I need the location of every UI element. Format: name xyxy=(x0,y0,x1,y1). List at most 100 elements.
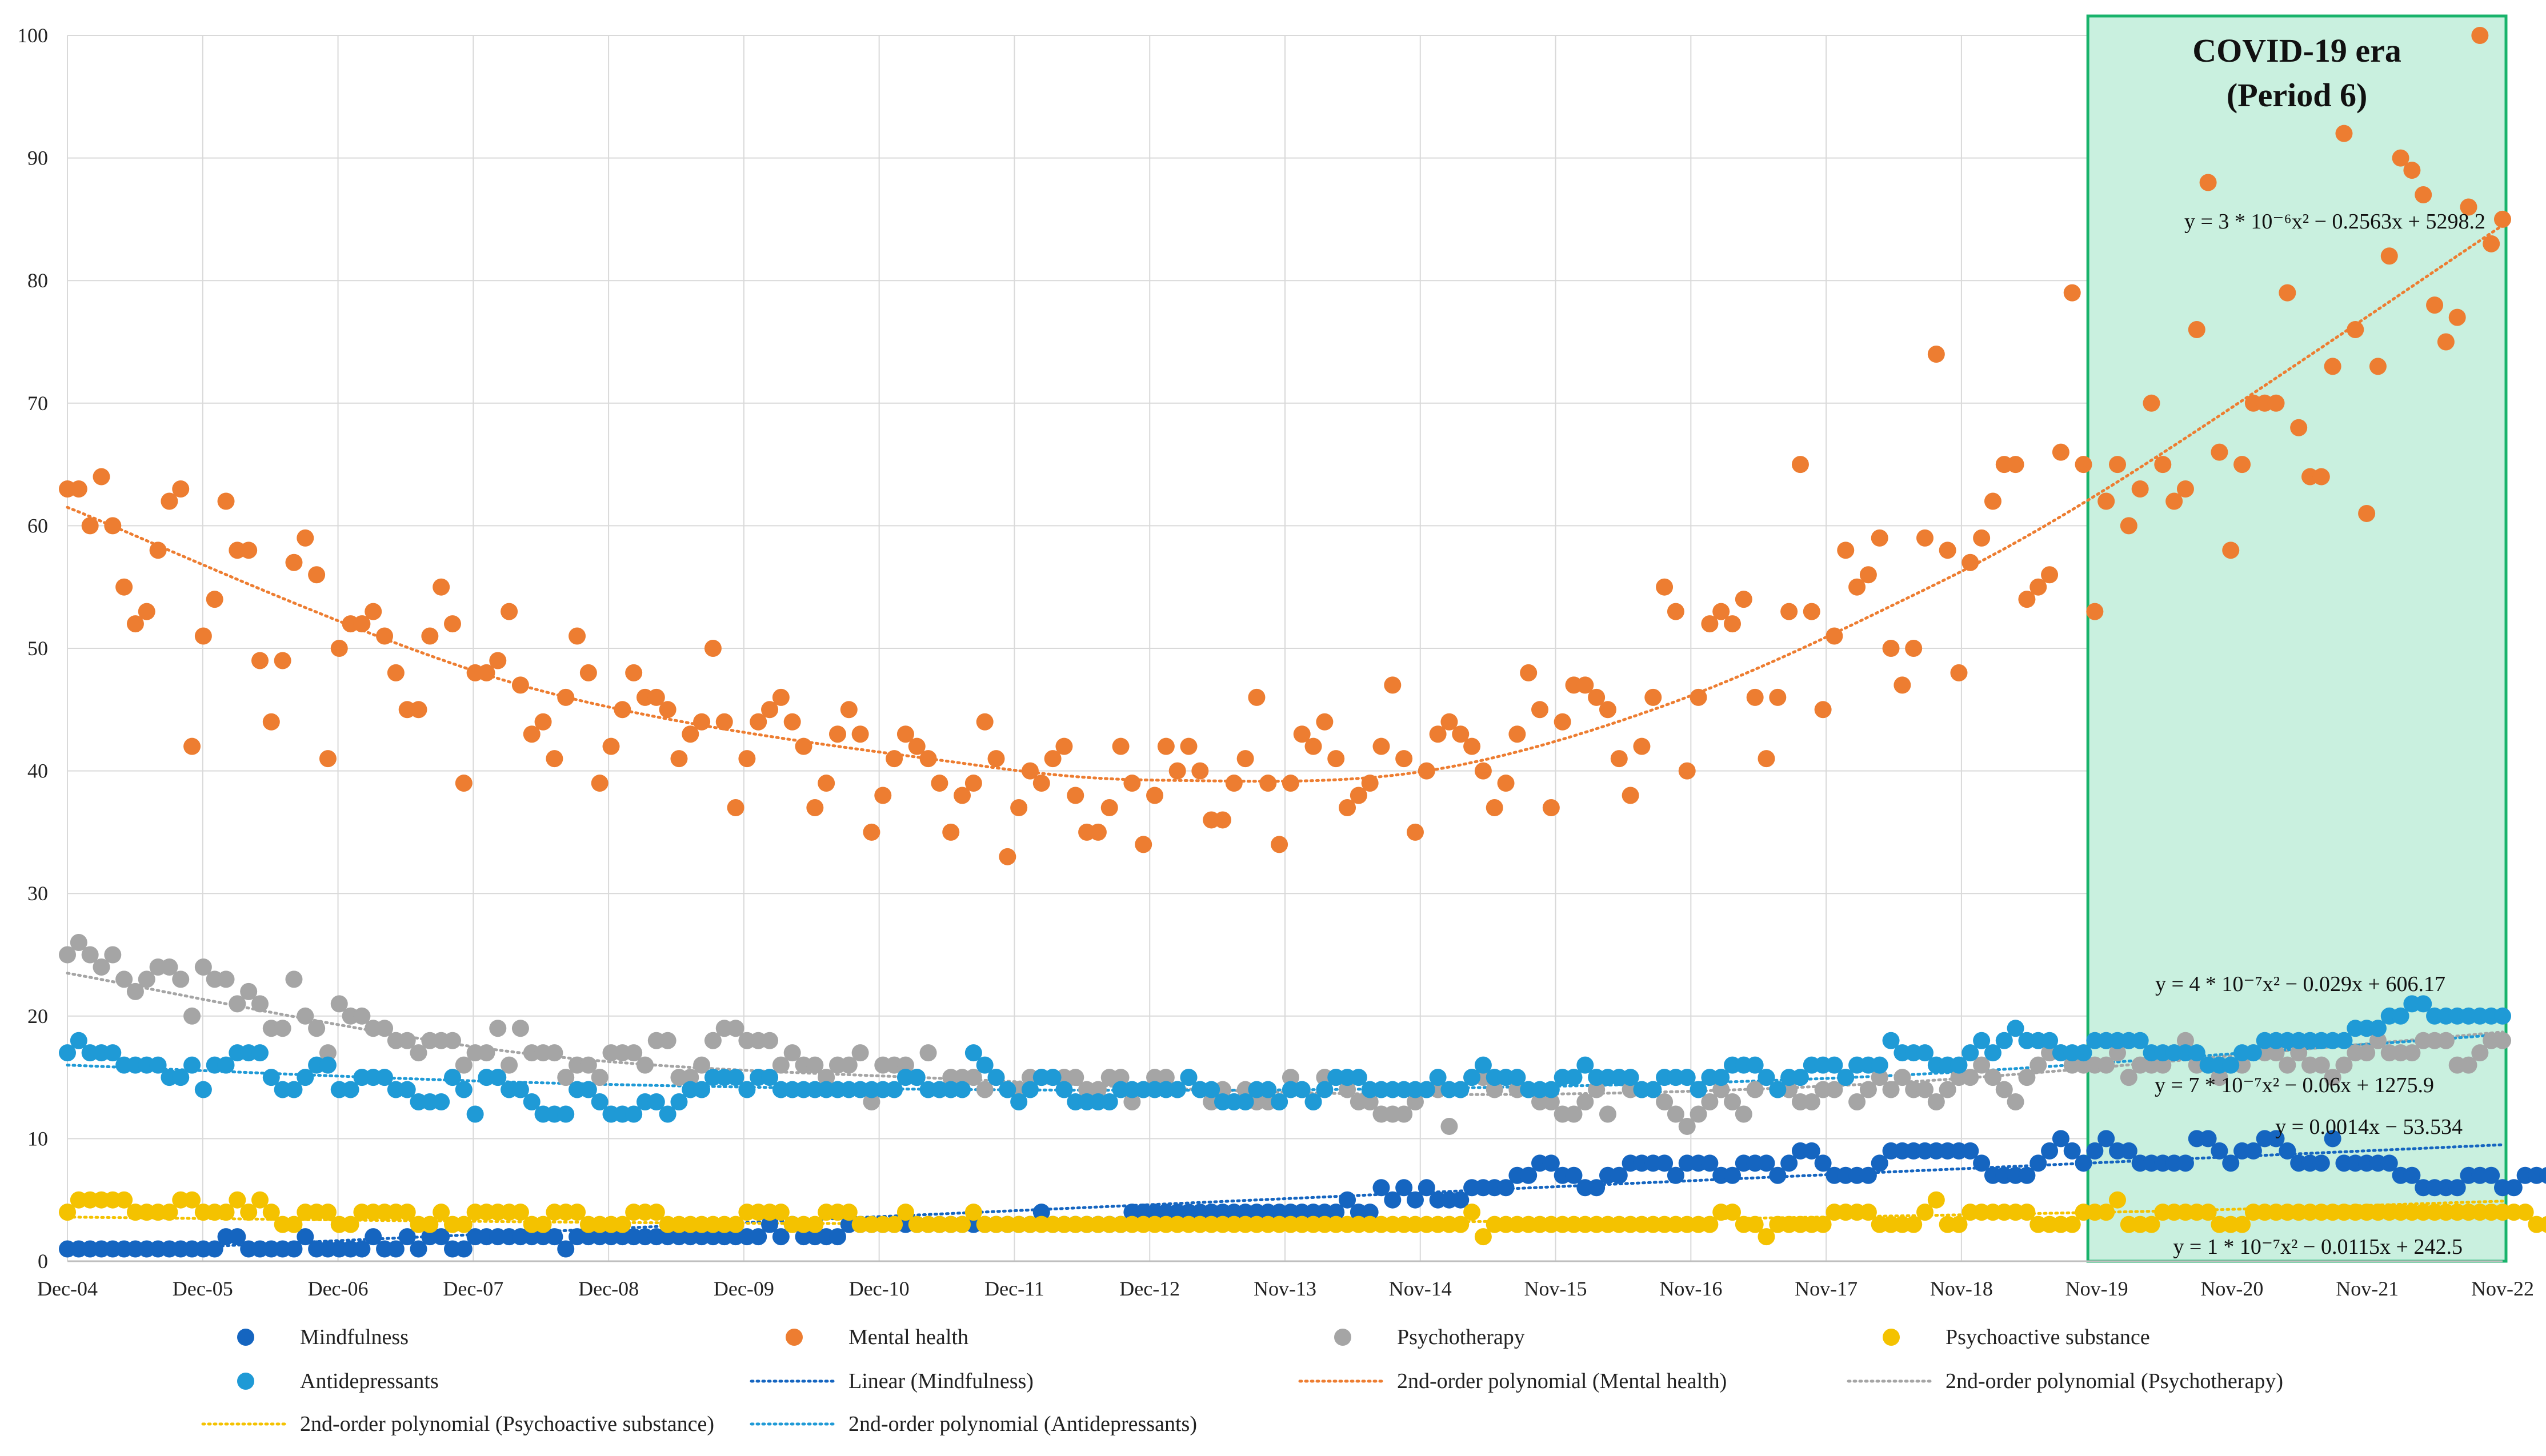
point-antidepressants xyxy=(2415,995,2432,1013)
point-mindfulness xyxy=(387,1240,405,1258)
x-tick-label: Dec-11 xyxy=(984,1277,1044,1300)
point-mental-health xyxy=(478,664,495,681)
point-psychotherapy xyxy=(194,958,212,976)
point-mental-health xyxy=(1395,750,1413,768)
point-antidepressants xyxy=(2335,1032,2353,1049)
point-mental-health xyxy=(1055,737,1073,755)
y-tick-label: 20 xyxy=(27,1005,48,1028)
point-antidepressants xyxy=(1418,1081,1435,1098)
point-mental-health xyxy=(1123,775,1141,792)
point-mental-health xyxy=(1610,750,1628,768)
point-mindfulness xyxy=(2176,1154,2194,1172)
point-mental-health xyxy=(1486,799,1503,816)
legend-label: Mindfulness xyxy=(300,1325,409,1349)
point-mindfulness xyxy=(772,1228,790,1246)
point-mindfulness xyxy=(1565,1166,1583,1184)
legend-marker xyxy=(237,1373,254,1390)
point-antidepressants xyxy=(886,1081,903,1098)
point-mental-health xyxy=(1871,529,1888,547)
point-antidepressants xyxy=(1769,1081,1787,1098)
point-mindfulness xyxy=(1814,1154,1832,1172)
legend-item-linear-mindfulness: Linear (Mindfulness) xyxy=(750,1369,1034,1393)
point-psychoactive-substance xyxy=(455,1216,473,1233)
point-psychotherapy xyxy=(772,1056,790,1074)
point-mental-health xyxy=(783,713,801,731)
x-tick-label: Nov-21 xyxy=(2336,1277,2399,1300)
point-psychoactive-substance xyxy=(1701,1216,1719,1233)
point-antidepressants xyxy=(2392,1007,2409,1025)
point-psychotherapy xyxy=(2211,1069,2228,1086)
point-psychoactive-substance xyxy=(647,1204,665,1221)
point-psychoactive-substance xyxy=(806,1216,824,1233)
point-antidepressants xyxy=(1837,1069,1855,1086)
point-mental-health xyxy=(1339,799,1356,816)
point-mental-health xyxy=(761,701,779,719)
point-mental-health xyxy=(1010,799,1028,816)
point-mental-health xyxy=(1361,775,1379,792)
point-antidepressants xyxy=(59,1044,76,1062)
point-mental-health xyxy=(1882,640,1900,657)
point-mental-health xyxy=(546,750,563,768)
legend-label: 2nd-order polynomial (Antidepressants) xyxy=(848,1412,1197,1436)
point-mental-health xyxy=(1271,836,1288,853)
point-mental-health xyxy=(1554,713,1571,731)
point-psychotherapy xyxy=(217,970,235,988)
x-tick-label: Dec-06 xyxy=(308,1277,369,1300)
point-mental-health xyxy=(1837,542,1855,559)
point-mental-health xyxy=(217,492,235,510)
point-mental-health xyxy=(2007,456,2024,474)
point-psychoactive-substance xyxy=(772,1204,790,1221)
point-antidepressants xyxy=(659,1105,676,1123)
point-mindfulness xyxy=(2018,1166,2036,1184)
point-psychotherapy xyxy=(161,958,178,976)
point-psychotherapy xyxy=(1157,1069,1175,1086)
point-psychotherapy xyxy=(1882,1081,1900,1098)
point-mental-health xyxy=(1678,762,1696,780)
series-psychoactive-substance xyxy=(59,1191,2546,1246)
point-mindfulness xyxy=(353,1240,371,1258)
point-psychotherapy xyxy=(410,1044,427,1062)
point-antidepressants xyxy=(297,1069,314,1086)
point-psychoactive-substance xyxy=(59,1204,76,1221)
point-psychotherapy xyxy=(70,934,87,952)
point-psychoactive-substance xyxy=(421,1216,439,1233)
point-psychotherapy xyxy=(1848,1093,1866,1111)
point-antidepressants xyxy=(2075,1044,2092,1062)
point-antidepressants xyxy=(1293,1081,1311,1098)
point-psychoactive-substance xyxy=(840,1204,858,1221)
point-psychotherapy xyxy=(2279,1056,2296,1074)
point-mental-health xyxy=(1656,578,1674,596)
point-mental-health xyxy=(240,542,258,559)
point-antidepressants xyxy=(1236,1093,1254,1111)
point-antidepressants xyxy=(1995,1032,2013,1049)
point-mental-health xyxy=(2165,492,2183,510)
point-psychotherapy xyxy=(625,1044,643,1062)
point-psychotherapy xyxy=(172,970,190,988)
point-psychoactive-substance xyxy=(319,1204,337,1221)
point-antidepressants xyxy=(693,1081,711,1098)
point-psychotherapy xyxy=(682,1069,699,1086)
point-mental-health xyxy=(772,688,790,706)
point-mental-health xyxy=(172,480,190,498)
point-psychotherapy xyxy=(104,946,122,964)
point-mindfulness xyxy=(1769,1166,1787,1184)
legend-item-mental-health: Mental health xyxy=(786,1325,968,1349)
point-mental-health xyxy=(670,750,688,768)
point-psychotherapy xyxy=(319,1044,337,1062)
point-mental-health xyxy=(330,640,348,657)
point-psychoactive-substance xyxy=(1814,1216,1832,1233)
point-psychotherapy xyxy=(285,970,303,988)
point-psychotherapy xyxy=(443,1032,461,1049)
point-mental-health xyxy=(1791,456,1809,474)
point-mental-health xyxy=(2063,284,2081,302)
point-psychoactive-substance xyxy=(2097,1204,2115,1221)
point-mindfulness xyxy=(1780,1154,1798,1172)
point-mental-health xyxy=(1588,688,1606,706)
point-mental-health xyxy=(1406,823,1424,841)
point-mental-health xyxy=(1384,676,1402,694)
point-psychotherapy xyxy=(818,1069,835,1086)
point-antidepressants xyxy=(647,1093,665,1111)
x-tick-label: Nov-22 xyxy=(2471,1277,2534,1300)
point-mental-health xyxy=(1927,345,1945,363)
